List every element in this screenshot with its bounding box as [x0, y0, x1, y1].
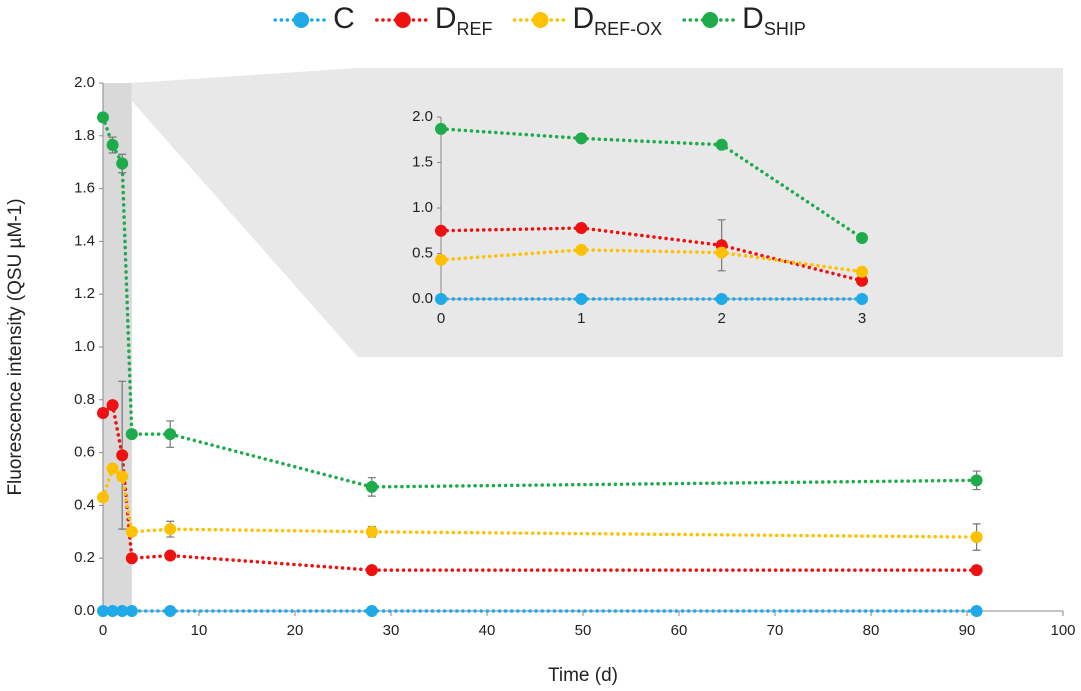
data-point — [856, 265, 868, 278]
legend-marker — [394, 12, 411, 28]
series-line — [101, 401, 979, 572]
y-tick-label: 0.2 — [74, 549, 95, 566]
legend-label-sub: REF — [456, 19, 492, 39]
data-point — [435, 224, 447, 237]
x-tick-label: 2 — [717, 310, 725, 327]
y-tick-label: 0.5 — [412, 244, 433, 261]
y-tick-label: 2.0 — [74, 74, 95, 91]
series-line — [439, 127, 864, 240]
data-point — [575, 293, 588, 305]
data-point — [164, 428, 177, 441]
data-point — [715, 293, 728, 305]
x-tick-label: 40 — [479, 622, 496, 639]
data-point — [116, 449, 129, 462]
highlight-band — [103, 83, 132, 611]
data-point — [125, 428, 138, 441]
y-axis-title: Fluorescence intensity (QSU µM-1) — [5, 198, 26, 495]
legend-label-sub: REF-OX — [594, 19, 662, 39]
y-tick-label: 0.6 — [74, 444, 95, 461]
data-point — [116, 470, 129, 483]
data-point — [97, 407, 109, 419]
legend-label: D — [742, 2, 764, 35]
data-point — [435, 293, 447, 305]
data-point — [435, 122, 447, 135]
data-point — [575, 222, 588, 235]
data-point — [435, 253, 447, 266]
y-tick-label: 0.0 — [74, 602, 95, 619]
x-tick-label: 0 — [437, 310, 445, 327]
data-point — [970, 564, 983, 577]
data-point — [970, 531, 983, 544]
x-tick-label: 100 — [1050, 622, 1075, 639]
y-tick-label: 0.0 — [412, 290, 433, 307]
x-tick-label: 90 — [959, 622, 976, 639]
x-tick-label: 0 — [99, 622, 107, 639]
series-line — [101, 465, 979, 539]
legend-marker — [293, 12, 310, 28]
x-tick-label: 20 — [287, 622, 304, 639]
y-tick-label: 1.8 — [74, 127, 95, 144]
zoom-connector — [131, 68, 1064, 357]
data-point — [164, 605, 177, 617]
y-tick-label: 1.2 — [74, 285, 95, 302]
y-tick-label: 1.4 — [74, 232, 95, 249]
data-point — [97, 605, 109, 617]
y-tick-label: 2.0 — [412, 108, 433, 125]
data-point — [125, 525, 138, 538]
data-point — [106, 399, 119, 412]
y-tick-label: 1.5 — [412, 153, 433, 170]
y-tick-label: 1.0 — [412, 199, 433, 216]
data-point — [97, 111, 109, 124]
legend-marker — [702, 12, 719, 28]
y-tick-label: 0.4 — [74, 496, 95, 513]
legend: C D REF D REF-OX D SHIP — [273, 2, 806, 39]
data-point — [715, 246, 728, 259]
data-point — [106, 462, 119, 475]
x-tick-label: 60 — [671, 622, 688, 639]
x-axis-title: Time (d) — [548, 665, 618, 686]
data-point — [164, 523, 177, 536]
data-point — [164, 549, 177, 562]
data-point — [97, 491, 109, 504]
data-point — [856, 274, 868, 287]
legend-label-sub: SHIP — [764, 19, 806, 39]
legend-label: D — [435, 2, 457, 35]
y-tick-label: 0.8 — [74, 391, 95, 408]
data-point — [365, 480, 378, 493]
y-tick-label: 1.6 — [74, 180, 95, 197]
data-point — [856, 293, 868, 305]
data-point — [116, 605, 129, 617]
x-tick-label: 10 — [191, 622, 208, 639]
series-line — [439, 226, 864, 283]
x-tick-label: 3 — [858, 310, 866, 327]
data-point — [106, 605, 119, 617]
legend-label: D — [572, 2, 594, 35]
data-point — [575, 132, 588, 145]
data-point — [365, 525, 378, 538]
x-tick-label: 1 — [577, 310, 585, 327]
y-tick-label: 1.0 — [74, 338, 95, 355]
legend-marker — [532, 12, 549, 28]
data-point — [575, 243, 588, 256]
data-point — [856, 232, 868, 245]
data-point — [125, 552, 138, 565]
data-point — [970, 474, 983, 487]
data-point — [970, 605, 983, 617]
data-point — [715, 138, 728, 151]
x-tick-label: 70 — [767, 622, 784, 639]
data-point — [106, 139, 119, 152]
data-point — [365, 564, 378, 577]
x-tick-label: 30 — [383, 622, 400, 639]
data-point — [116, 157, 129, 170]
data-point — [125, 605, 138, 617]
x-tick-label: 50 — [575, 622, 592, 639]
legend-label: C — [333, 2, 355, 35]
x-tick-label: 80 — [863, 622, 880, 639]
data-point — [365, 605, 378, 617]
